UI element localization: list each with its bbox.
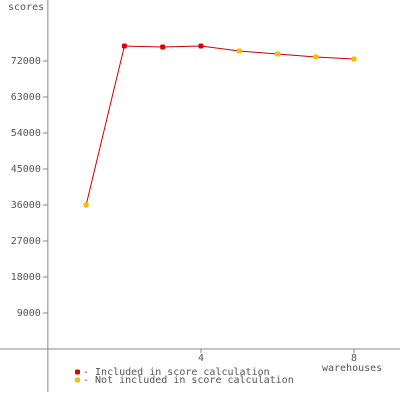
data-point <box>351 56 357 62</box>
y-tick-label: 18000 <box>11 272 41 283</box>
legend-marker <box>75 377 80 383</box>
data-point <box>236 48 242 54</box>
y-tick-label: 63000 <box>11 92 41 103</box>
legend-marker <box>75 369 80 375</box>
legend-label: - Not included in score calculation <box>83 375 294 386</box>
data-point <box>275 51 281 57</box>
y-axis-label: scores <box>8 2 44 13</box>
data-point <box>198 43 204 49</box>
y-tick-label: 45000 <box>11 164 41 175</box>
data-point <box>121 43 127 49</box>
series-line <box>85 45 355 206</box>
x-axis-label: warehouses <box>322 363 382 374</box>
data-point <box>160 44 166 50</box>
y-tick-label: 36000 <box>11 200 41 211</box>
x-tick-label: 8 <box>351 353 357 364</box>
y-tick-label: 9000 <box>17 308 41 319</box>
x-tick-label: 4 <box>198 353 204 364</box>
data-point <box>83 202 89 208</box>
data-point <box>313 54 319 60</box>
y-tick-label: 54000 <box>11 128 41 139</box>
legend-label: - Included in score calculation <box>83 367 270 378</box>
y-tick-label: 72000 <box>11 56 41 67</box>
y-tick-label: 27000 <box>11 236 41 247</box>
